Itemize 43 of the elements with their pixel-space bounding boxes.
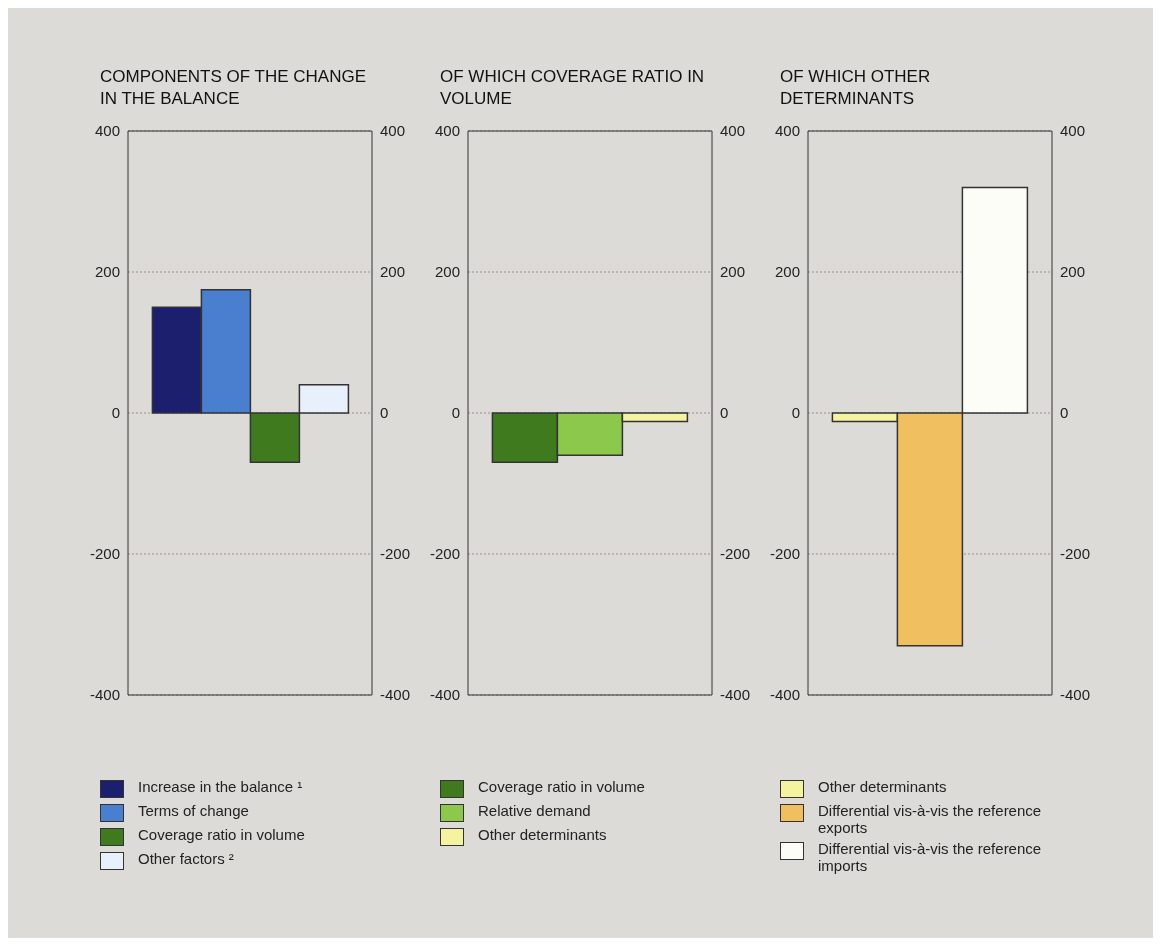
y2-tick-label: -200 [720, 545, 751, 563]
y-tick-label: 400 [94, 122, 120, 140]
y-tick-label: -200 [89, 545, 120, 563]
legend-label: Other determinants [818, 778, 948, 795]
y2-tick-label: 200 [1060, 263, 1086, 281]
y-tick-label: -200 [769, 545, 800, 563]
y-tick-label: 200 [774, 263, 800, 281]
y2-tick-label: -400 [380, 686, 411, 704]
y2-tick-label: 0 [1060, 404, 1069, 422]
y-tick-label: 400 [434, 122, 460, 140]
y-tick-label: 0 [111, 404, 120, 422]
y2-tick-label: 0 [380, 404, 389, 422]
legend-label: Terms of change [138, 802, 250, 819]
y-tick-label: 200 [434, 263, 460, 281]
y-tick-label: 0 [451, 404, 460, 422]
legend-label: Other factors ² [138, 850, 235, 867]
legend-label: Other determinants [478, 826, 608, 843]
legend-label: Differential vis-à-vis the reference exports [818, 802, 1043, 836]
y2-tick-label: -400 [1060, 686, 1091, 704]
chart-title: OF WHICH COVERAGE RATIO IN VOLUME [439, 66, 706, 110]
y2-tick-label: -400 [720, 686, 751, 704]
chart-title: COMPONENTS OF THE CHANGE IN THE BALANCE [99, 66, 368, 110]
y2-tick-label: 200 [720, 263, 746, 281]
y-tick-label: -400 [769, 686, 800, 704]
legend-label: Coverage ratio in volume [138, 826, 306, 843]
y2-tick-label: -200 [380, 545, 411, 563]
y-tick-label: -400 [89, 686, 120, 704]
y2-tick-label: 0 [720, 404, 729, 422]
y-tick-label: 200 [94, 263, 120, 281]
chart-title: OF WHICH OTHER DETERMINANTS [779, 66, 932, 110]
y2-tick-label: 400 [1060, 122, 1086, 140]
y2-tick-label: 400 [720, 122, 746, 140]
y2-tick-label: -200 [1060, 545, 1091, 563]
y2-tick-label: 200 [380, 263, 406, 281]
y2-tick-label: 400 [380, 122, 406, 140]
y-tick-label: -200 [429, 545, 460, 563]
y-tick-label: 0 [791, 404, 800, 422]
legend-label: Relative demand [478, 802, 592, 819]
legend-label: Differential vis-à-vis the reference imports [818, 840, 1043, 874]
y-tick-label: 400 [774, 122, 800, 140]
y-tick-label: -400 [429, 686, 460, 704]
legend-label: Coverage ratio in volume [478, 778, 646, 795]
legend-label: Increase in the balance ¹ [138, 778, 304, 795]
